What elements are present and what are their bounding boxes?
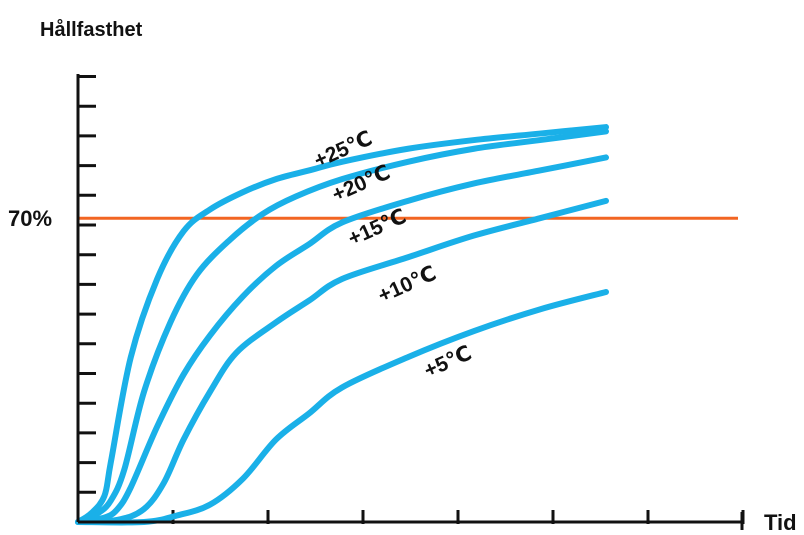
series-label: +20℃ [329,161,394,207]
series-line [75,128,609,525]
series-label: +10℃ [375,262,440,308]
reference-line-label: 70% [8,206,52,231]
y-axis-label: Hållfasthet [40,18,143,41]
series-curves [75,124,609,526]
series-line [75,124,609,525]
series-label: +25℃ [311,127,376,173]
series-line [75,288,609,526]
x-axis-label: Tid [764,510,797,535]
axis-ticks [78,75,745,530]
series-line [75,154,609,525]
series-line [75,197,609,525]
